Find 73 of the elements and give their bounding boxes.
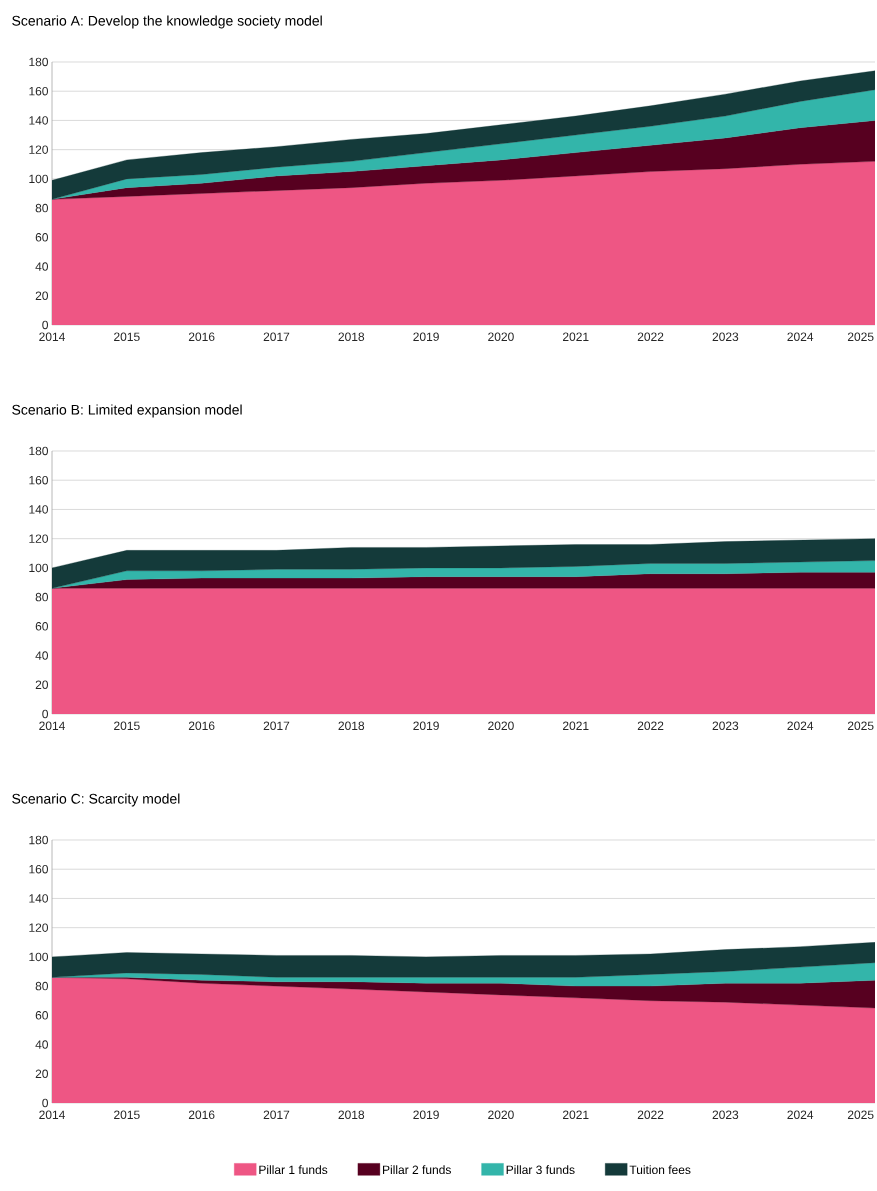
y-tick-label: 120 <box>29 534 49 543</box>
y-tick-label: 20 <box>35 291 49 301</box>
x-tick-label: 2016 <box>188 332 215 342</box>
y-tick-label: 100 <box>29 174 49 184</box>
x-tick-label: 2023 <box>712 721 739 731</box>
x-tick-label: 2017 <box>263 721 290 731</box>
chart-title: Scenario A: Develop the knowledge society model <box>12 15 322 29</box>
y-tick-label: 0 <box>42 320 49 330</box>
y-tick-label: 140 <box>29 894 49 903</box>
x-tick-label: 2014 <box>39 1110 65 1120</box>
x-tick-label: 2024 <box>787 332 814 342</box>
legend-label: Pillar 3 funds <box>506 1165 575 1175</box>
y-tick-label: 60 <box>35 622 49 631</box>
x-tick-label: 2023 <box>712 332 739 342</box>
x-tick-label: 2016 <box>188 721 215 731</box>
x-tick-label: 2015 <box>114 332 140 342</box>
legend-label: Tuition fees <box>629 1165 691 1175</box>
x-tick-label: 2021 <box>563 721 589 731</box>
chart-title: Scenario C: Scarcity model <box>12 793 180 807</box>
x-tick-label: 2015 <box>114 721 140 731</box>
y-tick-label: 20 <box>35 680 49 690</box>
y-tick-label: 80 <box>35 592 49 602</box>
y-tick-label: 180 <box>29 835 49 845</box>
x-tick-label: 2025 <box>847 332 874 342</box>
y-tick-label: 140 <box>29 116 49 125</box>
y-tick-label: 40 <box>35 1040 49 1049</box>
y-tick-label: 180 <box>29 446 49 456</box>
x-tick-label: 2024 <box>787 721 814 731</box>
x-tick-label: 2022 <box>637 1110 664 1120</box>
y-tick-label: 100 <box>29 952 49 962</box>
y-tick-label: 160 <box>29 864 49 874</box>
x-tick-label: 2018 <box>338 1110 365 1120</box>
y-tick-label: 160 <box>29 475 49 485</box>
y-tick-label: 20 <box>35 1069 49 1079</box>
x-tick-label: 2018 <box>338 721 365 731</box>
x-tick-label: 2020 <box>488 1110 514 1120</box>
y-tick-label: 40 <box>35 651 49 660</box>
y-tick-label: 160 <box>29 86 49 96</box>
chart-title: Scenario B: Limited expansion model <box>12 404 242 418</box>
x-tick-label: 2016 <box>188 1110 215 1120</box>
x-tick-label: 2020 <box>488 721 514 731</box>
y-tick-label: 60 <box>35 1011 49 1020</box>
x-tick-label: 2025 <box>847 1110 874 1120</box>
x-tick-label: 2019 <box>413 1110 439 1120</box>
legend-label: Pillar 1 funds <box>259 1165 328 1175</box>
y-tick-label: 0 <box>42 1098 49 1108</box>
x-tick-label: 2025 <box>847 721 874 731</box>
x-tick-label: 2019 <box>413 721 439 731</box>
y-tick-label: 40 <box>35 262 49 271</box>
x-tick-label: 2019 <box>413 332 439 342</box>
x-tick-label: 2014 <box>39 721 65 731</box>
y-tick-label: 100 <box>29 563 49 573</box>
x-tick-label: 2018 <box>338 332 365 342</box>
y-tick-label: 120 <box>29 923 49 932</box>
x-tick-label: 2014 <box>39 332 65 342</box>
x-tick-label: 2021 <box>563 332 589 342</box>
legend-label: Pillar 2 funds <box>383 1165 451 1175</box>
x-tick-label: 2021 <box>563 1110 589 1120</box>
y-tick-label: 180 <box>29 57 49 67</box>
x-tick-label: 2023 <box>712 1110 739 1120</box>
y-tick-label: 60 <box>35 233 49 242</box>
y-tick-label: 80 <box>35 203 49 213</box>
y-tick-label: 80 <box>35 981 49 991</box>
x-tick-label: 2017 <box>263 1110 290 1120</box>
y-tick-label: 0 <box>42 709 49 719</box>
x-tick-label: 2015 <box>114 1110 140 1120</box>
x-tick-label: 2020 <box>488 332 514 342</box>
y-tick-label: 140 <box>29 505 49 514</box>
x-tick-label: 2024 <box>787 1110 814 1120</box>
x-tick-label: 2022 <box>637 332 664 342</box>
x-tick-label: 2017 <box>263 332 290 342</box>
x-tick-label: 2022 <box>637 721 664 731</box>
y-tick-label: 120 <box>29 145 49 154</box>
